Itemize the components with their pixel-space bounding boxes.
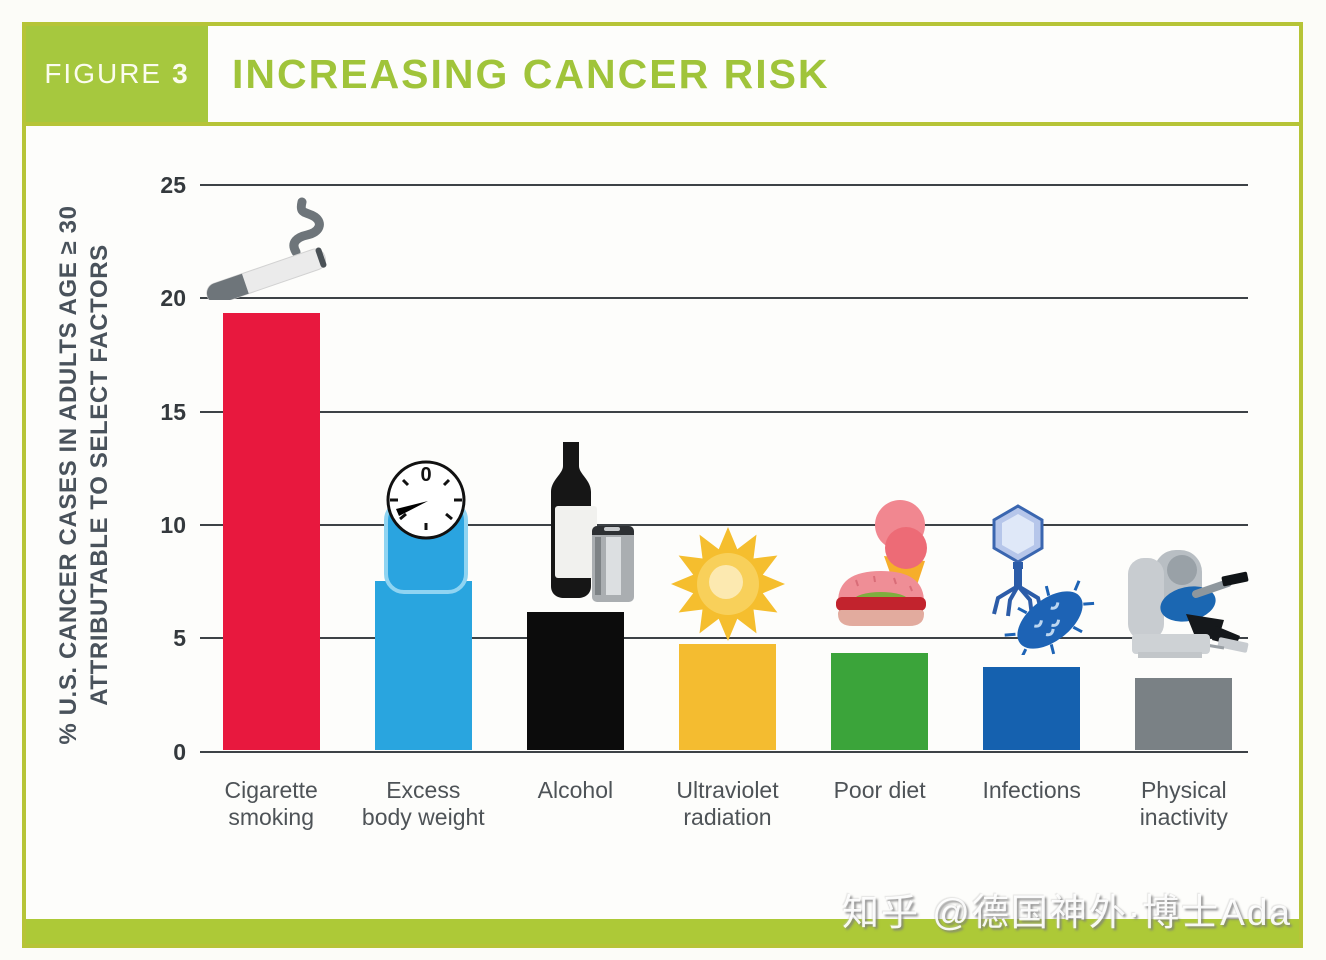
bar-ultraviolet-radiation (679, 643, 776, 751)
y-axis-title-line2: ATTRIBUTABLE TO SELECT FACTORS (86, 244, 113, 706)
bathroom-scale-icon: 0 (370, 452, 480, 602)
category-label-ultraviolet-radiation: Ultraviolet radiation (648, 777, 808, 831)
bar-infections (983, 666, 1081, 751)
bar-alcohol (526, 612, 624, 751)
y-axis-title-line1: % U.S. CANCER CASES IN ADULTS AGE ≥ 30 (55, 205, 82, 745)
recliner-person-icon (1124, 546, 1252, 663)
label-line: Ultraviolet (676, 777, 779, 803)
gridline-20 (200, 297, 1248, 300)
gridline-25 (200, 184, 1248, 186)
y-axis-title: % U.S. CANCER CASES IN ADULTS AGE ≥ 30 A… (53, 178, 117, 772)
label-line: Alcohol (537, 777, 614, 803)
label-line: smoking (228, 804, 315, 830)
bottom-green-band (26, 919, 1299, 944)
category-label-alcohol: Alcohol (495, 777, 655, 804)
y-tick-10: 10 (160, 511, 186, 538)
y-tick-5: 5 (173, 625, 186, 652)
watermark: 知乎 @德国神外·博士Ada (842, 892, 1292, 933)
gridline-5 (200, 637, 1248, 640)
category-label-cigarette-smoking: Cigarette smoking (191, 777, 351, 831)
wine-bottle-and-can-icon (522, 440, 634, 613)
figure-number: 3 (172, 58, 190, 89)
category-label-physical-inactivity: Physical inactivity (1104, 777, 1264, 831)
label-line: radiation (683, 804, 772, 830)
y-tick-0: 0 (173, 738, 186, 765)
category-label-infections: Infections (952, 777, 1112, 804)
category-label-poor-diet: Poor diet (800, 777, 960, 804)
label-line: Physical (1140, 777, 1227, 803)
gridline-10 (200, 523, 1248, 526)
svg-text:0: 0 (420, 464, 431, 486)
figure-number-box: FIGURE 3 (26, 26, 208, 122)
category-label-excess-body-weight: Excess body weight (343, 777, 503, 831)
label-line: inactivity (1139, 804, 1228, 830)
label-line: body weight (361, 804, 485, 830)
label-line: Cigarette (224, 777, 318, 803)
figure-header: FIGURE 3 INCREASING CANCER RISK (26, 26, 1299, 126)
y-tick-15: 15 (160, 398, 186, 425)
label-line: Excess (386, 777, 461, 803)
y-tick-20: 20 (160, 285, 186, 312)
burger-and-ice-cream-icon (822, 498, 940, 643)
bar-physical-inactivity (1135, 677, 1233, 751)
cigarette-icon (196, 188, 336, 305)
page-title: INCREASING CANCER RISK (232, 50, 830, 97)
bar-poor-diet (831, 653, 929, 751)
figure-label: FIGURE (44, 58, 163, 89)
virus-and-bacteria-icon (976, 500, 1098, 660)
gridline-0 (200, 750, 1248, 753)
y-tick-25: 25 (160, 172, 186, 198)
bar-excess-body-weight (374, 580, 472, 751)
gridline-15 (200, 410, 1248, 413)
bar-cigarette-smoking (222, 313, 320, 751)
label-line: Poor diet (833, 777, 926, 803)
label-line: Infections (982, 777, 1081, 803)
sun-icon (668, 524, 788, 649)
